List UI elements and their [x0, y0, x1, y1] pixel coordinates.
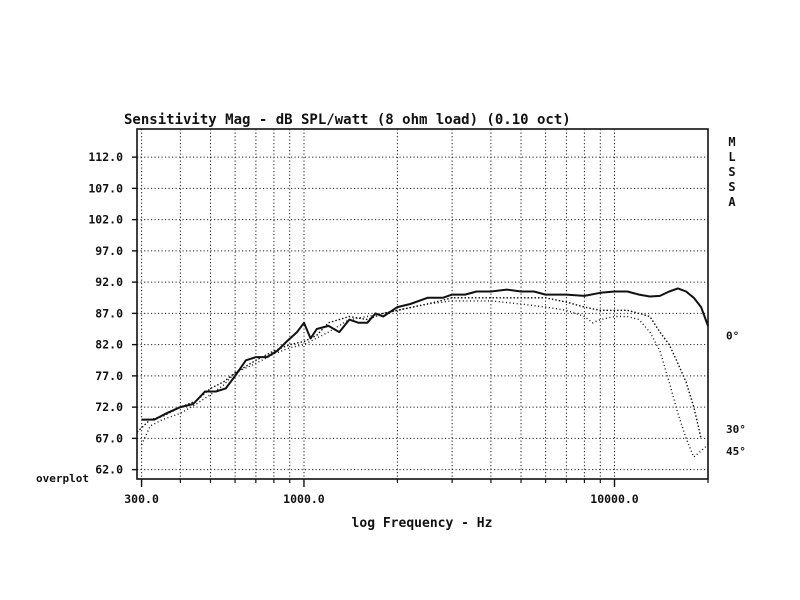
curve-angle-label: 45° [726, 445, 746, 458]
series-line-2 [136, 297, 702, 439]
y-tick-label: 87.0 [95, 306, 123, 320]
overplot-label: overplot [36, 472, 89, 485]
x-axis-label: log Frequency - Hz [352, 516, 493, 531]
x-tick-label: 1000.0 [283, 492, 325, 506]
curve-annotations: 0° 30° 45° [726, 329, 746, 458]
y-tick-label: 62.0 [95, 463, 123, 477]
y-tick-label: 102.0 [88, 213, 123, 227]
side-label-letter: L [728, 150, 735, 164]
y-tick-label: 67.0 [95, 431, 123, 445]
curve-angle-label: 0° [726, 329, 739, 342]
x-tick-label: 300.0 [124, 492, 159, 506]
side-label-letter: M [728, 135, 735, 149]
curve-angle-label: 30° [726, 423, 746, 436]
x-tick-label: 10000.0 [590, 492, 639, 506]
y-tick-label: 92.0 [95, 275, 123, 289]
side-label-letter: S [728, 165, 735, 179]
y-tick-label: 72.0 [95, 400, 123, 414]
x-axis-ticks: 300.0 1000.0 10000.0 [124, 479, 709, 506]
plot-frame [136, 128, 709, 480]
y-tick-label: 97.0 [95, 244, 123, 258]
series-line-1 [141, 287, 709, 421]
y-axis-ticks: 112.0 107.0 102.0 97.0 92.0 87.0 82.0 77.0 72.0 6… [88, 150, 137, 477]
y-tick-label: 82.0 [95, 338, 123, 352]
y-tick-label: 107.0 [88, 181, 123, 195]
chart-title: Sensitivity Mag - dB SPL/watt (8 ohm loa… [124, 112, 571, 128]
grid [137, 129, 708, 479]
side-label-letter: S [728, 180, 735, 194]
y-tick-label: 112.0 [88, 150, 123, 164]
side-label-letter: A [728, 195, 736, 209]
series-lines [136, 287, 709, 458]
y-tick-label: 77.0 [95, 369, 123, 383]
